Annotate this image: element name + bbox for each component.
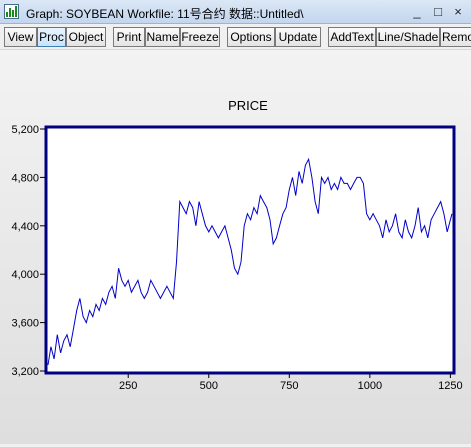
window-title: Graph: SOYBEAN Workfile: 11号合约 数据::Untit… bbox=[26, 7, 304, 21]
object-button[interactable]: Object bbox=[66, 27, 106, 47]
freeze-button[interactable]: Freeze bbox=[180, 27, 220, 47]
y-tick-label: 4,800 bbox=[11, 172, 39, 184]
graph-app-icon bbox=[4, 4, 19, 19]
proc-button[interactable]: Proc bbox=[37, 27, 66, 47]
view-button[interactable]: View bbox=[4, 27, 37, 47]
y-axis-labels: 3,200 3,600 4,000 4,400 4,800 5,200 bbox=[11, 124, 39, 378]
name-button[interactable]: Name bbox=[145, 27, 180, 47]
close-button[interactable]: × bbox=[454, 4, 462, 19]
x-axis-labels: 250 500 750 1000 1250 bbox=[119, 380, 463, 392]
graph-canvas[interactable]: PRICE 3,200 3,600 4,000 4,400 4,800 5,200 250… bbox=[0, 50, 471, 444]
maximize-button[interactable]: □ bbox=[434, 4, 442, 19]
x-tick-label: 250 bbox=[119, 380, 137, 392]
lineshade-button[interactable]: Line/Shade bbox=[376, 27, 440, 47]
chart-title: PRICE bbox=[228, 98, 268, 113]
addtext-button[interactable]: AddText bbox=[328, 27, 376, 47]
graph-toolbar: View Proc Object Print Name Freeze Optio… bbox=[0, 25, 471, 50]
y-tick-label: 3,200 bbox=[11, 366, 39, 378]
y-tick-label: 4,000 bbox=[11, 269, 39, 281]
update-button[interactable]: Update bbox=[275, 27, 321, 47]
x-tick-label: 750 bbox=[280, 380, 298, 392]
print-button[interactable]: Print bbox=[113, 27, 145, 47]
minimize-button[interactable]: _ bbox=[413, 4, 421, 19]
axis-ticks bbox=[40, 128, 451, 378]
y-tick-label: 3,600 bbox=[11, 318, 39, 330]
x-tick-label: 1000 bbox=[358, 380, 382, 392]
options-button[interactable]: Options bbox=[227, 27, 275, 47]
x-tick-label: 500 bbox=[200, 380, 218, 392]
y-tick-label: 5,200 bbox=[11, 124, 39, 136]
remove-button[interactable]: Remo bbox=[440, 27, 471, 47]
price-series-line bbox=[47, 157, 453, 365]
x-tick-label: 1250 bbox=[438, 380, 462, 392]
window-title-bar[interactable]: Graph: SOYBEAN Workfile: 11号合约 数据::Untit… bbox=[0, 0, 471, 24]
y-tick-label: 4,400 bbox=[11, 221, 39, 233]
price-chart[interactable]: PRICE 3,200 3,600 4,000 4,400 4,800 5,200 250… bbox=[0, 50, 471, 444]
plot-frame bbox=[44, 125, 456, 375]
